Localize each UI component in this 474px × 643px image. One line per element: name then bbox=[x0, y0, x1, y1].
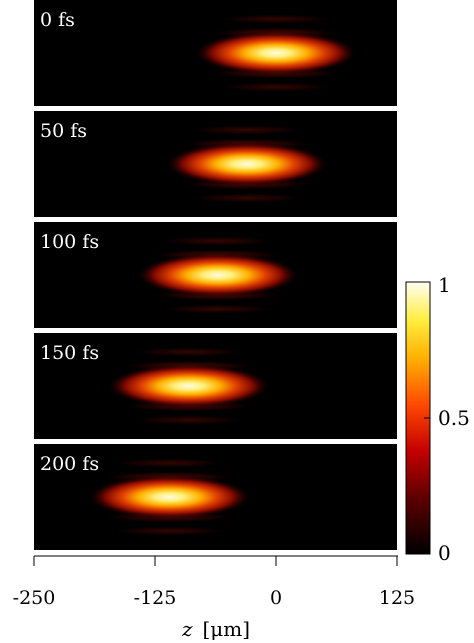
pulse-spot bbox=[135, 253, 300, 297]
pulse-fringe bbox=[214, 82, 338, 92]
panels-group: 0 fs 50 fs 100 fs 150 fs 200 fs bbox=[34, 0, 397, 550]
pulse-fringe bbox=[214, 14, 338, 24]
x-tick-label-2: 0 bbox=[270, 587, 282, 609]
x-axis: -250 -125 0 125 z [μm] bbox=[13, 555, 415, 641]
pulse-fringe bbox=[156, 304, 280, 314]
panel-1: 50 fs bbox=[34, 111, 397, 217]
panel-2: 100 fs bbox=[34, 222, 397, 328]
panel-intensity bbox=[194, 14, 358, 92]
colorbar-tick-mid: 0.5 bbox=[438, 406, 470, 430]
pulse-fringe bbox=[127, 415, 251, 425]
pulse-fringe bbox=[127, 347, 251, 357]
x-axis-label-var: z bbox=[181, 617, 193, 641]
colorbar: 1 0.5 0 bbox=[405, 273, 470, 565]
panel-intensity bbox=[106, 347, 271, 425]
x-tick-label-3: 125 bbox=[379, 587, 415, 609]
panel-3: 150 fs bbox=[34, 333, 397, 439]
colorbar-tick-max: 1 bbox=[438, 273, 451, 297]
pulse-fringe bbox=[185, 193, 309, 203]
pulse-fringe bbox=[156, 236, 280, 246]
panel-time-label: 0 fs bbox=[40, 9, 75, 31]
panel-time-label: 150 fs bbox=[40, 342, 99, 364]
x-axis-label: z [μm] bbox=[181, 617, 250, 641]
x-tick-label-0: -250 bbox=[13, 587, 56, 609]
panel-intensity bbox=[164, 125, 329, 203]
panel-time-label: 100 fs bbox=[40, 231, 99, 253]
panel-time-label: 200 fs bbox=[40, 453, 99, 475]
colorbar-tick-min: 0 bbox=[438, 541, 451, 565]
pulse-fringe bbox=[107, 526, 232, 536]
panel-time-label: 50 fs bbox=[40, 120, 87, 142]
panel-intensity bbox=[87, 458, 252, 536]
pulse-fringe bbox=[185, 125, 309, 135]
pulse-spot bbox=[194, 31, 358, 75]
panel-intensity bbox=[135, 236, 300, 314]
pulse-fringe bbox=[107, 458, 232, 468]
pulse-spot bbox=[164, 142, 329, 186]
panel-0: 0 fs bbox=[34, 0, 397, 106]
pulse-spot bbox=[106, 364, 271, 408]
x-tick-label-1: -125 bbox=[134, 587, 177, 609]
pulse-spot bbox=[87, 475, 252, 519]
panel-4: 200 fs bbox=[34, 444, 397, 550]
x-axis-label-unit: [μm] bbox=[202, 617, 250, 641]
